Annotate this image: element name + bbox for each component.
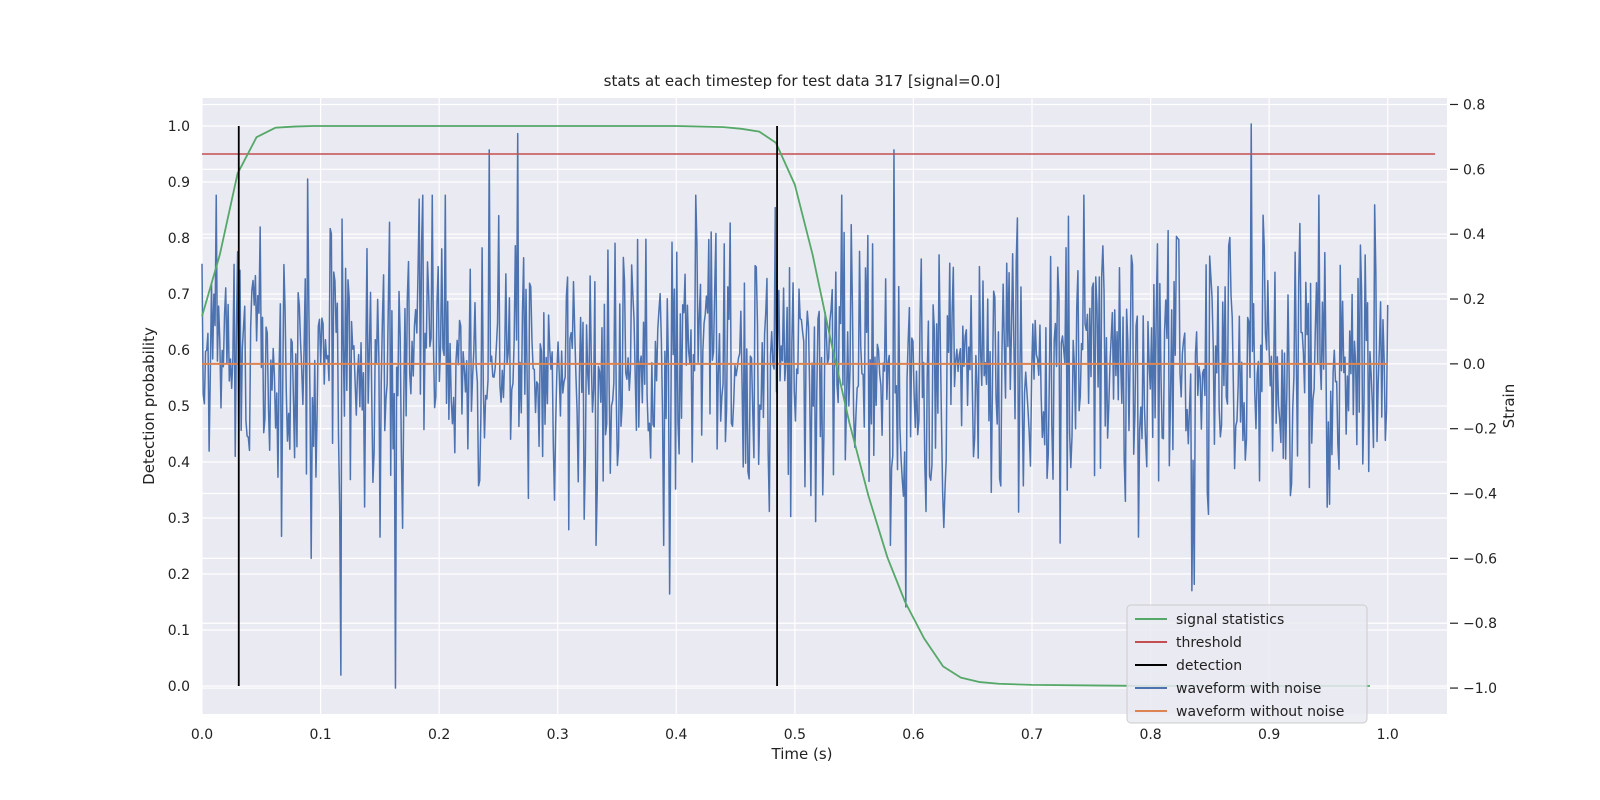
y2-tick-label: −0.8: [1463, 616, 1497, 632]
x-axis-label: Time (s): [771, 745, 833, 763]
legend: signal statistics threshold detection wavef…: [1126, 604, 1368, 724]
legend-label: threshold: [1176, 635, 1242, 651]
x-tick-label: 0.8: [1139, 727, 1161, 743]
x-tick-label: 0.7: [1021, 727, 1043, 743]
series-layer: [201, 123, 1436, 689]
y-tick-label: 0.4: [168, 455, 190, 471]
y2-tick-label: 0.8: [1463, 97, 1485, 113]
legend-label: waveform with noise: [1176, 681, 1321, 697]
chart-title: stats at each timestep for test data 317…: [604, 72, 1001, 90]
legend-frame: [1126, 604, 1368, 724]
y-tick-label: 0.7: [168, 287, 190, 303]
y-tick-label: 0.2: [168, 567, 190, 583]
series-signal-statistics: [201, 125, 1370, 687]
x-tick-label: 0.1: [309, 727, 331, 743]
x-tick-label: 0.6: [902, 727, 924, 743]
y-tick-label: 0.9: [168, 175, 190, 191]
y2-tick-label: −0.4: [1463, 487, 1497, 503]
x-tick-label: 0.3: [547, 727, 569, 743]
x-tick-label: 1.0: [1377, 727, 1399, 743]
legend-label: signal statistics: [1176, 612, 1284, 628]
x-tick-label: 0.2: [428, 727, 450, 743]
legend-label: detection: [1176, 658, 1242, 674]
y-tick-label: 0.3: [168, 511, 190, 527]
x-tick-label: 0.5: [784, 727, 806, 743]
y-tick-label: 0.6: [168, 343, 190, 359]
x-tick-label: 0.0: [191, 727, 213, 743]
y-tick-label: 0.5: [168, 399, 190, 415]
y2-tick-label: 0.2: [1463, 292, 1485, 308]
y2-tick-label: 0.0: [1463, 357, 1485, 373]
x-tick-label: 0.4: [665, 727, 687, 743]
y-tick-label: 1.0: [168, 119, 190, 135]
y2-axis-label: Strain: [1500, 384, 1518, 428]
y2-tick-label: 0.6: [1463, 162, 1485, 178]
y2-tick-label: −0.2: [1463, 422, 1497, 438]
y-tick-label: 0.0: [168, 679, 190, 695]
legend-label: waveform without noise: [1176, 704, 1344, 720]
ticks-layer: 0.0 0.1 0.2 0.3 0.4 0.5 0.6 0.7 0.8 0.9 1.0 0.0 0.1 0…: [168, 97, 1497, 743]
x-tick-label: 0.9: [1258, 727, 1280, 743]
y-axis-label: Detection probability: [140, 327, 158, 485]
y2-tick-label: 0.4: [1463, 227, 1485, 243]
y2-tick-label: −1.0: [1463, 681, 1497, 697]
y2-tick-label: −0.6: [1463, 551, 1497, 567]
series-waveform-with-noise: [201, 123, 1389, 689]
y-tick-label: 0.8: [168, 231, 190, 247]
y-tick-label: 0.1: [168, 623, 190, 639]
